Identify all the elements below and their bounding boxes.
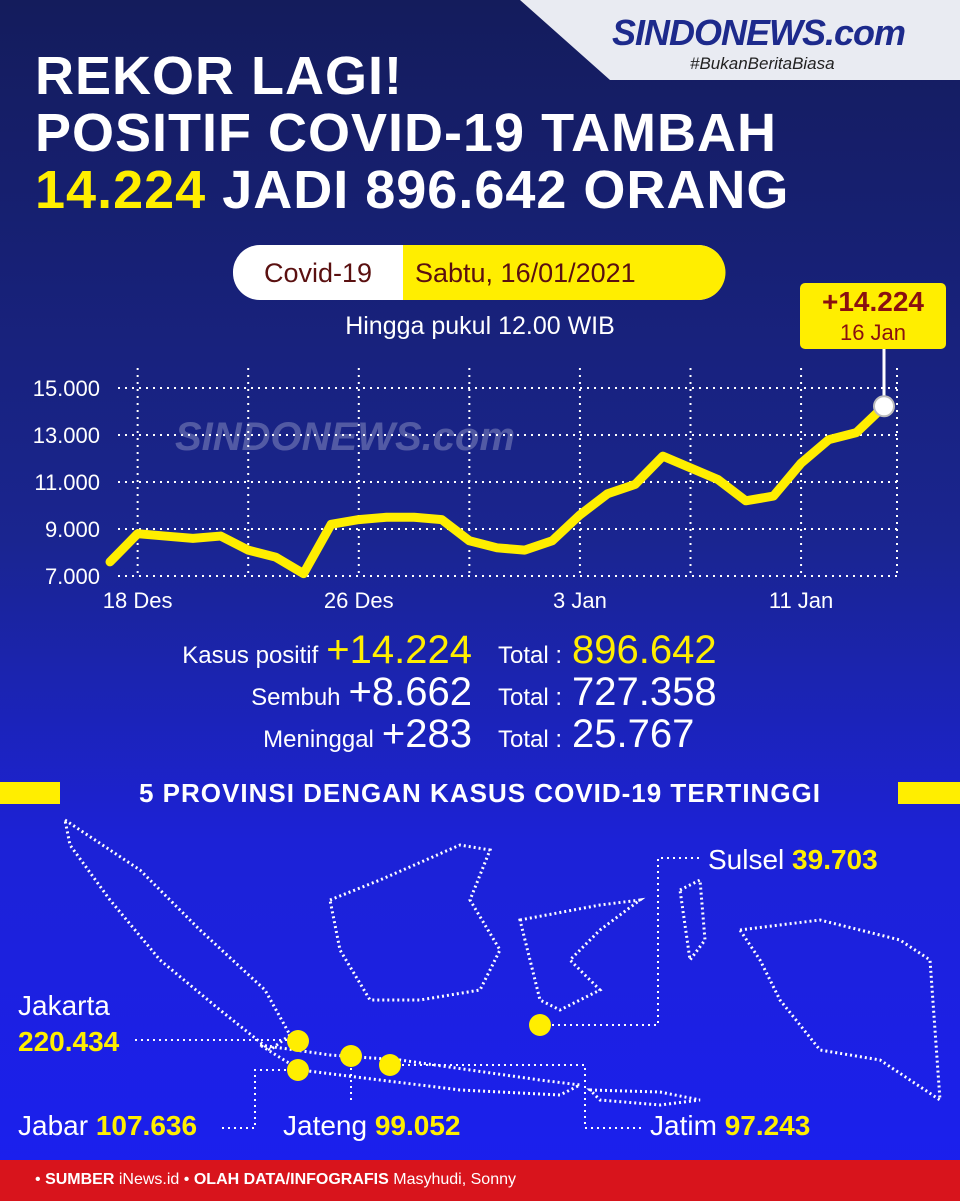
stat-value: +8.662 xyxy=(348,670,472,714)
province-value: 107.636 xyxy=(95,1110,198,1141)
line xyxy=(105,401,889,579)
logo-panel xyxy=(520,0,960,80)
total-label: Total : xyxy=(498,726,563,753)
logo-tagline: #BukanBeritaBiasa xyxy=(690,54,835,73)
total-value: 896.642 xyxy=(572,628,717,672)
title: 14.224 JADI 896.642 ORANG xyxy=(35,159,789,221)
province-name: Jateng xyxy=(283,1110,368,1141)
stat-total: Total : 25.767 xyxy=(498,712,694,757)
section-title: 5 PROVINSI DENGAN KASUS COVID-19 TERTING… xyxy=(139,778,821,808)
province: Jatim 97.243 xyxy=(650,1110,810,1142)
credit-label: OLAH DATA/INFOGRAFIS xyxy=(193,1171,389,1188)
stat-row: Kasus positif +14.224 xyxy=(182,628,472,673)
stat-label: Kasus positif xyxy=(182,642,319,669)
y-tick-label: 7.000 xyxy=(45,564,100,589)
x-tick-label: 26 Des xyxy=(324,588,394,613)
separator: • xyxy=(35,1171,41,1188)
stat-label: Sembuh xyxy=(251,684,341,711)
annotation-value: +14.224 xyxy=(822,286,924,317)
title: JADI 896.642 ORANG xyxy=(222,160,790,220)
title: POSITIF COVID-19 TAMBAH xyxy=(35,103,778,163)
section-bar xyxy=(0,782,60,804)
badge-date-bg xyxy=(403,245,726,300)
logo: SINDONEWS.com xyxy=(612,12,906,53)
y-tick-label: 11.000 xyxy=(34,470,100,495)
y-tick-label: 13.000 xyxy=(33,423,100,448)
line-chart: SINDONEWS.com 7.000 9.000 11.000 13.000 15.00… xyxy=(33,283,946,613)
province: Jabar 107.636 xyxy=(18,1110,197,1142)
separator: • xyxy=(183,1171,190,1188)
credit: Masyhudi, Sonny xyxy=(393,1171,516,1188)
province: Sulsel 39.703 xyxy=(708,844,878,876)
province-name: Jakarta xyxy=(18,990,110,1021)
province-value: 97.243 xyxy=(724,1110,811,1141)
section-bar xyxy=(898,782,960,804)
total-label: Total : xyxy=(498,684,563,711)
footer: • SUMBER iNews.id • OLAH DATA/INFOGRAFIS… xyxy=(35,1171,516,1189)
watermark: SINDONEWS.com xyxy=(175,415,515,459)
annotation-box xyxy=(800,283,946,349)
badge-label: Covid-19 xyxy=(263,258,373,288)
total-label: Total : xyxy=(498,642,563,669)
annotation-date: 16 Jan xyxy=(840,320,906,345)
x-tick-label: 18 Des xyxy=(103,588,173,613)
callout-lines xyxy=(135,857,700,1129)
province-value: 220.434 xyxy=(18,1026,120,1057)
stat-total: Total : 727.358 xyxy=(498,670,717,715)
y-tick-label: 9.000 xyxy=(45,517,100,542)
total-value: 727.358 xyxy=(572,670,717,714)
y-tick-label: 15.000 xyxy=(33,376,100,401)
province-dots xyxy=(287,1014,551,1081)
stat-value: +14.224 xyxy=(326,628,472,672)
stat-total: Total : 896.642 xyxy=(498,628,717,673)
province-name: Jatim xyxy=(650,1110,717,1141)
subtitle: Hingga pukul 12.00 WIB xyxy=(345,312,615,340)
province: Jateng 99.052 xyxy=(283,1110,461,1142)
title-highlight: 14.224 xyxy=(35,160,207,220)
total-value: 25.767 xyxy=(572,712,695,756)
stat-value: +283 xyxy=(381,712,472,756)
source: iNews.id xyxy=(118,1171,180,1188)
province-value: 39.703 xyxy=(792,844,878,875)
title: REKOR LAGI! xyxy=(35,46,403,106)
footer-bar xyxy=(0,1160,960,1201)
province-name: Jabar xyxy=(18,1110,89,1141)
source-label: SUMBER xyxy=(45,1171,115,1188)
x-tick-label: 3 Jan xyxy=(553,588,607,613)
last-point xyxy=(873,395,895,418)
x-tick-label: 11 Jan xyxy=(769,588,833,613)
map-outline xyxy=(62,816,942,1107)
province-value: 99.052 xyxy=(374,1110,461,1141)
stat-row: Sembuh +8.662 xyxy=(251,670,472,715)
stat-label: Meninggal xyxy=(263,726,374,753)
stat-row: Meninggal +283 xyxy=(263,712,472,757)
province-name: Sulsel xyxy=(708,844,785,875)
badge-date: Sabtu, 16/01/2021 xyxy=(415,258,636,288)
